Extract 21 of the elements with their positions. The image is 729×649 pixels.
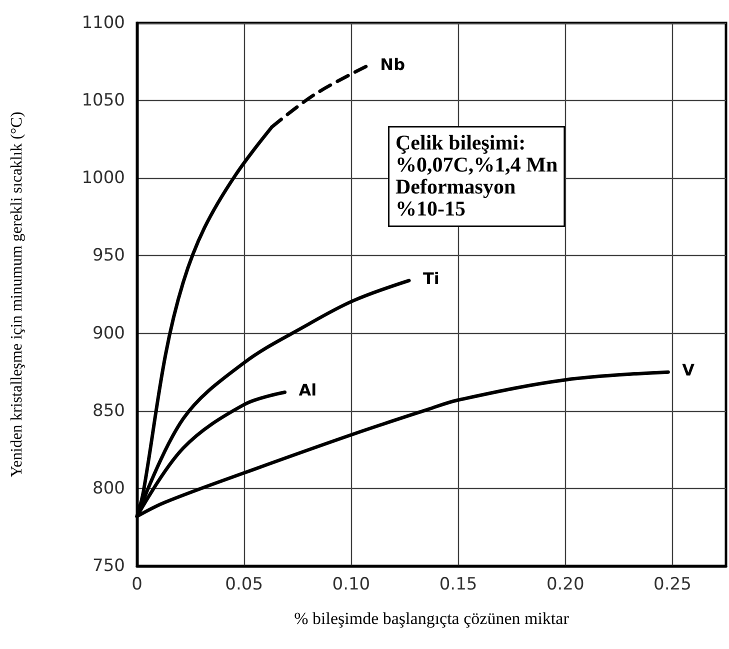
y-tick-label: 900: [92, 323, 125, 344]
y-tick-label: 1000: [82, 168, 125, 188]
series-label: Ti: [423, 269, 440, 288]
series-label: V: [682, 360, 696, 380]
y-tick-label: 1050: [82, 90, 125, 111]
y-tick-label: 1100: [82, 13, 125, 33]
y-tick-label: 750: [92, 556, 125, 576]
x-tick-label: 0: [132, 574, 142, 594]
x-tick-label: 0.20: [546, 574, 584, 594]
y-tick-label: 950: [92, 246, 125, 266]
x-tick-label: 0.10: [332, 574, 370, 594]
x-tick-label: 0.25: [654, 574, 692, 594]
series-label: Al: [298, 380, 317, 400]
series-label: Nb: [380, 54, 406, 74]
x-axis-title: % bileşimde başlangıçta çözünen miktar: [294, 609, 570, 628]
x-tick-label: 0.05: [225, 574, 264, 594]
y-tick-label: 850: [92, 400, 125, 421]
y-tick-label: 800: [92, 478, 125, 498]
annotation: Çelik bileşimi: %0,07C,%1,4 Mn Deformasyon %10-15: [396, 130, 558, 220]
x-tick-label: 0.15: [439, 574, 478, 594]
y-axis-title: Yeniden kristalleşme için minumum gerekli sıcaklık (°C): [8, 112, 26, 478]
